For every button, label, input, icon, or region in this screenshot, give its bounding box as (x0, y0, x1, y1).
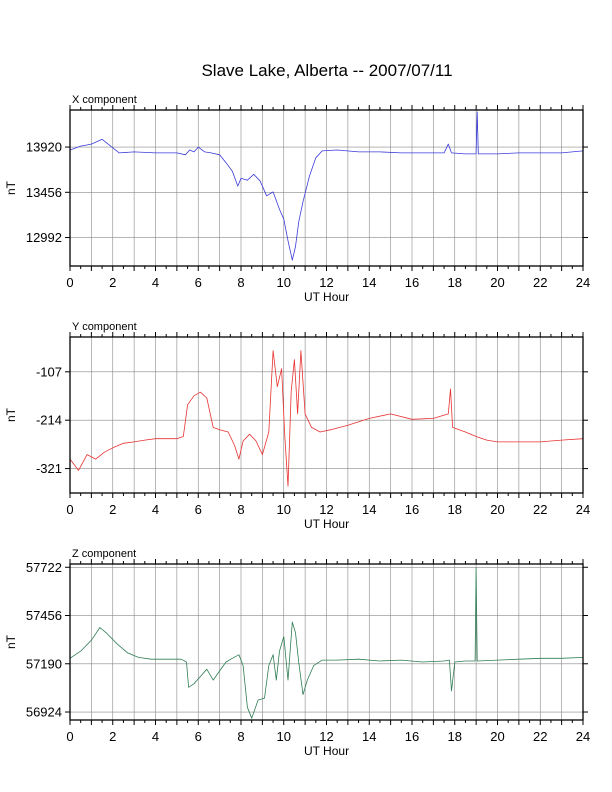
y-tick-label: 57190 (26, 656, 62, 671)
x-tick-label: 6 (195, 729, 202, 744)
x-tick-label: 8 (237, 275, 244, 290)
x-tick-label: 14 (362, 502, 376, 517)
x-tick-label: 22 (533, 502, 547, 517)
x-tick-label: 6 (195, 275, 202, 290)
x-tick-label: 14 (362, 729, 376, 744)
x-tick-label: 22 (533, 275, 547, 290)
x-tick-label: 22 (533, 729, 547, 744)
x-tick-label: 10 (277, 729, 291, 744)
x-tick-label: 2 (109, 729, 116, 744)
x-tick-label: 12 (319, 502, 333, 517)
x-tick-label: 4 (152, 275, 159, 290)
x-tick-label: 2 (109, 502, 116, 517)
x-tick-label: 24 (576, 502, 590, 517)
chart-title: Slave Lake, Alberta -- 2007/07/11 (201, 61, 452, 80)
x-axis-label: UT Hour (304, 517, 349, 531)
x-tick-label: 16 (405, 729, 419, 744)
x-tick-label: 12 (319, 729, 333, 744)
x-tick-label: 16 (405, 275, 419, 290)
panel-label: Y component (72, 321, 137, 333)
x-tick-label: 20 (490, 275, 504, 290)
y-tick-label: 57722 (26, 560, 62, 575)
x-tick-label: 10 (277, 502, 291, 517)
x-tick-label: 0 (66, 502, 73, 517)
x-tick-label: 14 (362, 275, 376, 290)
y-tick-label: 57456 (26, 608, 62, 623)
x-tick-label: 24 (576, 275, 590, 290)
y-axis-label: nT (4, 407, 18, 422)
x-tick-label: 18 (448, 729, 462, 744)
x-tick-label: 24 (576, 729, 590, 744)
x-axis-label: UT Hour (304, 290, 349, 304)
x-tick-label: 0 (66, 729, 73, 744)
series-line (69, 350, 584, 487)
x-tick-label: 4 (152, 502, 159, 517)
x-tick-label: 0 (66, 275, 73, 290)
series-line (69, 567, 584, 719)
y-axis-label: nT (4, 180, 18, 195)
y-tick-label: -107 (36, 364, 62, 379)
x-tick-label: 18 (448, 502, 462, 517)
y-tick-label: -214 (36, 413, 62, 428)
x-tick-label: 10 (277, 275, 291, 290)
x-tick-label: 4 (152, 729, 159, 744)
y-axis-label: nT (4, 634, 18, 649)
x-axis-label: UT Hour (304, 744, 349, 758)
x-tick-label: 8 (237, 729, 244, 744)
y-tick-label: -321 (36, 461, 62, 476)
x-tick-label: 6 (195, 502, 202, 517)
x-tick-label: 20 (490, 729, 504, 744)
x-tick-label: 18 (448, 275, 462, 290)
x-tick-label: 2 (109, 275, 116, 290)
x-tick-label: 12 (319, 275, 333, 290)
x-tick-label: 16 (405, 502, 419, 517)
y-tick-label: 56924 (26, 705, 62, 720)
series-line (69, 111, 584, 261)
y-tick-label: 12992 (26, 230, 62, 245)
x-tick-label: 8 (237, 502, 244, 517)
panel-label: Z component (72, 548, 136, 560)
panel-label: X component (72, 94, 137, 106)
y-tick-label: 13920 (26, 140, 62, 155)
y-tick-label: 13456 (26, 185, 62, 200)
x-tick-label: 20 (490, 502, 504, 517)
